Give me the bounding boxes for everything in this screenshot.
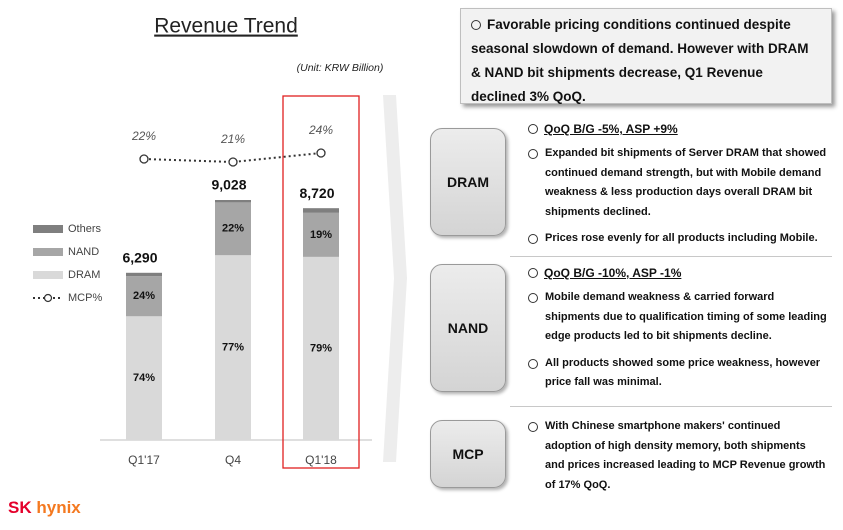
bullet-text: Mobile demand weakness & carried forward… (545, 291, 827, 342)
total-label: 6,290 (122, 249, 157, 265)
legend-point (43, 293, 53, 303)
chart-title: Revenue Trend (154, 15, 298, 38)
section-text: With Chinese smartphone makers' continue… (528, 417, 828, 502)
bar-segment (126, 316, 162, 440)
segment-label: 79% (310, 342, 332, 354)
heading-text: QoQ B/G -10%, ASP -1% (544, 266, 682, 280)
bullet-text: All products showed some price weakness,… (545, 356, 821, 389)
section-tag: DRAM (430, 128, 506, 236)
logo: SK hynix (8, 498, 81, 518)
section-text: QoQ B/G -5%, ASP +9% Expanded bit shipmen… (528, 122, 828, 256)
bullet: With Chinese smartphone makers' continue… (528, 417, 828, 495)
total-label: 8,720 (299, 185, 334, 201)
separator (510, 406, 832, 407)
x-tick-label: Q4 (225, 453, 241, 467)
heading-text: QoQ B/G -5%, ASP +9% (544, 122, 678, 136)
legend-swatch (33, 248, 63, 256)
unit-label: (Unit: KRW Billion) (297, 62, 384, 74)
line-point (228, 157, 238, 167)
headline: Favorable pricing conditions continued d… (471, 17, 809, 104)
segment-label: 24% (133, 290, 155, 302)
bar-segment (215, 200, 251, 203)
logo-name: hynix (36, 498, 81, 517)
bar-segment (215, 255, 251, 440)
bar-segment (215, 202, 251, 256)
segment-label: 74% (133, 372, 155, 384)
section-heading: QoQ B/G -5%, ASP +9% (528, 122, 828, 136)
bar-segment (126, 276, 162, 317)
legend-label: Others (68, 223, 102, 235)
bullet: Expanded bit shipments of Server DRAM th… (528, 144, 828, 222)
line-label: 22% (131, 129, 156, 143)
x-tick-label: Q1'18 (305, 453, 337, 467)
line-point (139, 154, 149, 164)
arrow (383, 95, 407, 462)
bar-segment (303, 212, 339, 257)
x-tick-label: Q1'17 (128, 453, 160, 467)
section-text: QoQ B/G -10%, ASP -1% Mobile demand weakn… (528, 266, 828, 400)
legend-label: DRAM (68, 269, 100, 281)
total-label: 9,028 (211, 177, 246, 193)
legend-swatch (33, 225, 63, 233)
highlight-box (282, 95, 360, 469)
bar-segment (303, 256, 339, 440)
bullet-text: With Chinese smartphone makers' continue… (545, 420, 826, 491)
line-label: 24% (308, 123, 333, 137)
separator (510, 256, 832, 257)
segment-label: 77% (222, 342, 244, 354)
logo-brand: SK (8, 498, 32, 517)
line-label: 21% (220, 132, 245, 146)
bullet: Mobile demand weakness & carried forward… (528, 288, 828, 347)
bullet-text: Expanded bit shipments of Server DRAM th… (545, 147, 827, 218)
section-heading: QoQ B/G -10%, ASP -1% (528, 266, 828, 280)
line-point (316, 148, 326, 158)
bullet: Prices rose evenly for all products incl… (528, 229, 828, 249)
segment-label: 22% (222, 223, 244, 235)
section-tag: MCP (430, 420, 506, 488)
legend-swatch (33, 271, 63, 279)
bar-segment (126, 272, 162, 277)
bullet: All products showed some price weakness,… (528, 354, 828, 393)
headline-box: Favorable pricing conditions continued d… (460, 8, 832, 104)
segment-label: 19% (310, 229, 332, 241)
legend-label: NAND (68, 246, 99, 258)
bullet-text: Prices rose evenly for all products incl… (545, 232, 818, 244)
legend-label: MCP% (68, 292, 102, 304)
section-tag: NAND (430, 264, 506, 392)
bar-segment (303, 208, 339, 213)
